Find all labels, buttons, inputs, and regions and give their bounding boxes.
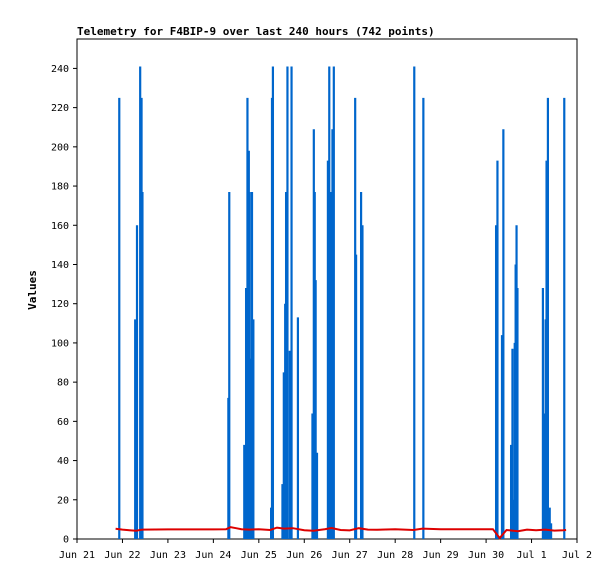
y-axis: 0 20 40 60 80 100 120 140 160 180 200 220 240 — [51, 64, 77, 546]
y-tick-label: 120 — [51, 299, 69, 310]
x-tick-label: Jun 30 — [468, 550, 504, 561]
x-tick-label: Jun 28 — [377, 550, 413, 561]
x-tick-label: Jul 2 — [562, 550, 592, 561]
y-tick-label: 0 — [63, 535, 69, 546]
x-tick-label: Jun 26 — [286, 550, 322, 561]
y-tick-label: 100 — [51, 338, 69, 349]
y-axis-label: Values — [26, 270, 39, 310]
x-tick-label: Jun 21 — [59, 550, 95, 561]
x-axis: Jun 21 Jun 22 Jun 23 Jun 24 Jun 25 Jun 26 Jun … — [59, 539, 592, 561]
spike-series — [118, 66, 566, 539]
y-tick-label: 40 — [57, 456, 69, 467]
baseline-series — [115, 526, 567, 540]
y-tick-label: 200 — [51, 142, 69, 153]
x-tick-label: Jun 24 — [195, 550, 231, 561]
chart-title: Telemetry for F4BIP-9 over last 240 hour… — [77, 25, 435, 38]
y-tick-label: 240 — [51, 64, 69, 75]
x-tick-label: Jun 25 — [241, 550, 277, 561]
y-tick-label: 160 — [51, 221, 69, 232]
x-tick-label: Jul 1 — [516, 550, 546, 561]
x-tick-label: Jun 22 — [104, 550, 140, 561]
x-tick-label: Jun 29 — [423, 550, 459, 561]
y-tick-label: 80 — [57, 378, 69, 389]
y-tick-label: 20 — [57, 495, 69, 506]
baseline-line — [115, 526, 567, 540]
y-tick-label: 140 — [51, 260, 69, 271]
x-tick-label: Jun 27 — [332, 550, 368, 561]
x-tick-label: Jun 23 — [150, 550, 186, 561]
y-tick-label: 180 — [51, 182, 69, 193]
y-tick-label: 220 — [51, 103, 69, 114]
y-tick-label: 60 — [57, 417, 69, 428]
